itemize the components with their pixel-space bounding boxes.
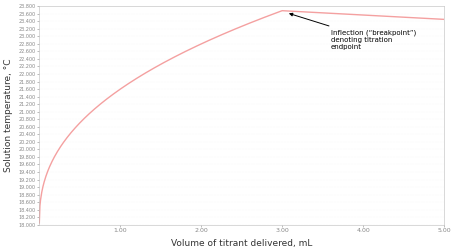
Y-axis label: Solution temperature, °C: Solution temperature, °C xyxy=(4,59,13,172)
Text: Inflection (“breakpoint”)
denoting titration
endpoint: Inflection (“breakpoint”) denoting titra… xyxy=(290,13,416,50)
X-axis label: Volume of titrant delivered, mL: Volume of titrant delivered, mL xyxy=(171,239,313,248)
